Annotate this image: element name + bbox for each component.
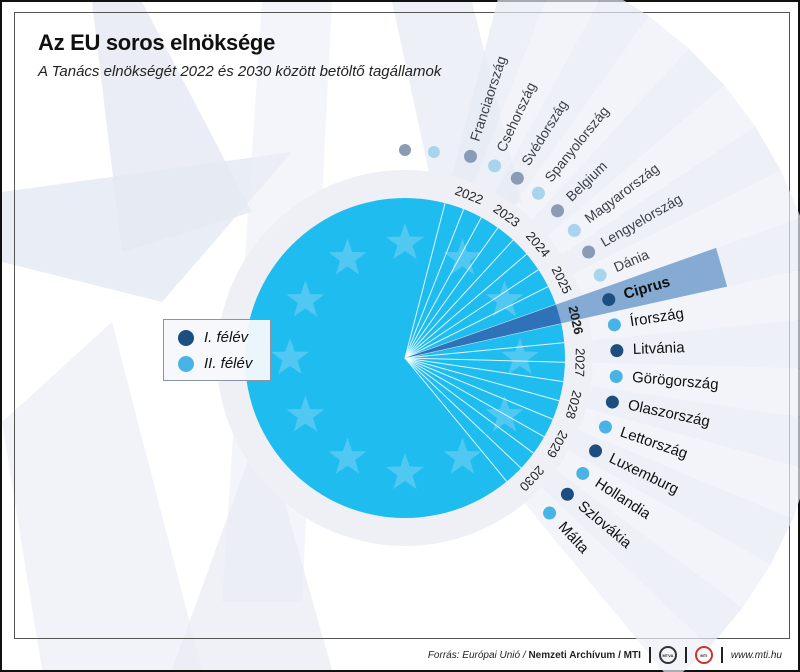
second-half-dot-icon: [576, 466, 590, 480]
second-half-dot-icon: [531, 186, 545, 200]
year-label: 2028: [563, 389, 585, 421]
second-half-dot-icon: [178, 355, 194, 372]
divider: [648, 647, 651, 663]
second-half-dot-icon: [609, 369, 623, 383]
footer: Forrás: Európai Unió / Nemzeti Archívum …: [428, 646, 782, 664]
first-half-dot-icon: [560, 487, 574, 501]
first-half-dot-icon: [464, 149, 478, 163]
second-half-dot-icon: [598, 420, 612, 434]
country-label: Litvánia: [633, 339, 686, 358]
first-half-dot-icon: [589, 444, 603, 458]
first-half-dot-icon: [605, 395, 619, 409]
first-half-dot-icon: [610, 344, 624, 358]
legend-label: II. félév: [204, 355, 253, 372]
source-text: Forrás: Európai Unió / Nemzeti Archívum …: [427, 649, 641, 661]
first-half-dot-icon: [510, 171, 524, 185]
first-half-dot-icon: [582, 245, 596, 259]
website-link[interactable]: www.mti.hu: [730, 649, 782, 661]
first-half-dot-icon: [551, 204, 565, 218]
mti-logo-icon: MTI: [694, 646, 713, 664]
year-label: 2026: [565, 304, 586, 335]
mtva-logo-icon: MTVA: [658, 646, 677, 664]
legend-item-second-half: II. félév: [178, 355, 252, 372]
divider: [720, 647, 723, 663]
first-half-dot-icon: [178, 329, 194, 346]
divider: [684, 647, 687, 663]
second-half-dot-icon: [607, 318, 621, 332]
legend-label: I. félév: [204, 329, 249, 346]
first-half-dot-icon: [602, 293, 616, 307]
second-half-dot-icon: [593, 268, 607, 282]
page-title: Az EU soros elnöksége: [38, 30, 276, 55]
second-half-dot-icon: [488, 159, 502, 173]
second-half-dot-icon: [543, 506, 557, 520]
second-half-dot-icon: [567, 223, 581, 237]
legend-item-first-half: I. félév: [178, 329, 248, 346]
legend: I. félév II. félév: [163, 319, 271, 381]
year-label: 2027: [572, 348, 588, 377]
page-subtitle: A Tanács elnökségét 2022 és 2030 között …: [38, 63, 442, 80]
